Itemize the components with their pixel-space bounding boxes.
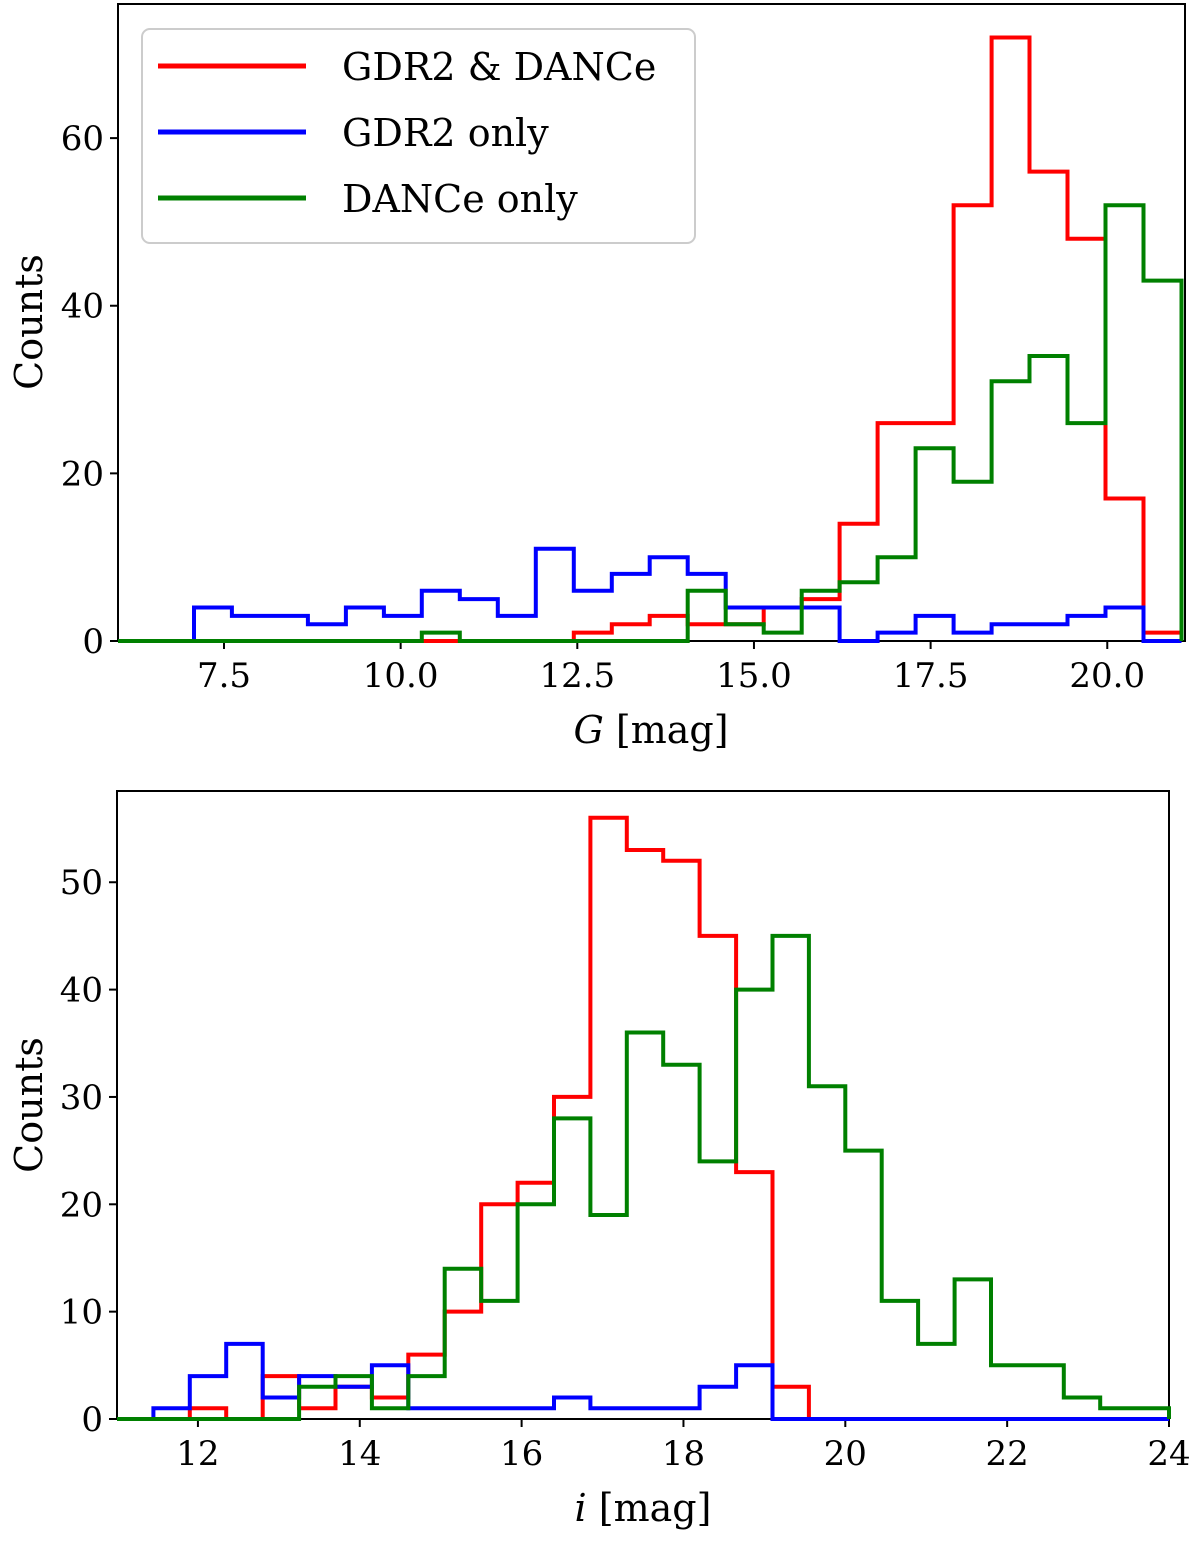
x-axis-label: i [mag]: [575, 1486, 712, 1530]
y-tick-label: 20: [60, 1185, 103, 1225]
plot-frame: [116, 790, 1170, 1420]
series-dance-only: [118, 203, 1184, 643]
x-tick-label: 16: [500, 1434, 543, 1474]
x-tick-label: 10.0: [363, 656, 439, 696]
x-axis-label: G [mag]: [573, 708, 728, 752]
y-tick-label: 40: [60, 971, 103, 1011]
x-tick-label: 14: [338, 1434, 381, 1474]
legend-label-gdr2-only: GDR2 only: [342, 111, 549, 155]
y-tick-label: 0: [82, 622, 104, 662]
y-axis-label: Counts: [7, 254, 51, 390]
y-tick-label: 30: [60, 1078, 103, 1118]
axis-ticks: 7.5 10.0 12.5 15.0 17.5 20.0 0 20 40 60: [61, 119, 1145, 696]
x-tick-label: 12.5: [539, 656, 615, 696]
axis-ticks: 12 14 16 18 20 22 24 0 10 20 30 40 50: [60, 863, 1191, 1474]
legend: GDR2 & DANCe GDR2 only DANCe only: [141, 28, 696, 244]
x-axis-label-symbol: i: [575, 1486, 587, 1530]
series-gdr2-only: [117, 1341, 1169, 1421]
x-tick-label: 17.5: [893, 656, 969, 696]
x-tick-label: 18: [662, 1434, 705, 1474]
y-tick-label: 10: [60, 1293, 103, 1333]
histogram-series: [118, 35, 1184, 643]
legend-label-gdr2-dance: GDR2 & DANCe: [342, 45, 656, 89]
y-tick-label: 20: [61, 454, 104, 494]
x-tick-label: 24: [1147, 1434, 1190, 1474]
y-tick-label: 0: [81, 1400, 103, 1440]
x-tick-label: 12: [176, 1434, 219, 1474]
y-axis-label: Counts: [7, 1037, 51, 1173]
y-tick-label: 50: [60, 863, 103, 903]
series-dance-only: [117, 933, 1171, 1421]
histogram-series: [117, 815, 1171, 1421]
histogram-panel-g-mag: Counts G [mag] 7.5 10.0 12.5 15.0 17.5 20.0 0 2…: [7, 3, 1186, 752]
x-axis-label-symbol: G: [573, 708, 603, 752]
x-tick-label: 20.0: [1069, 656, 1145, 696]
series-gdr2-only: [118, 546, 1182, 643]
legend-box: [141, 28, 696, 244]
x-tick-label: 15.0: [716, 656, 792, 696]
series-gdr2-and-dance: [117, 815, 1169, 1421]
x-tick-label: 22: [986, 1434, 1029, 1474]
histogram-panel-i-mag: Counts i [mag] 12 14 16 18 20 22 24 0 10 20 30 40 50: [7, 790, 1191, 1530]
legend-label-dance-only: DANCe only: [342, 177, 578, 221]
x-tick-label: 7.5: [197, 656, 251, 696]
y-tick-label: 60: [61, 119, 104, 159]
x-axis-label-unit: [mag]: [604, 708, 729, 752]
x-axis-label-unit: [mag]: [587, 1486, 712, 1530]
y-tick-label: 40: [61, 287, 104, 327]
x-tick-label: 20: [824, 1434, 867, 1474]
